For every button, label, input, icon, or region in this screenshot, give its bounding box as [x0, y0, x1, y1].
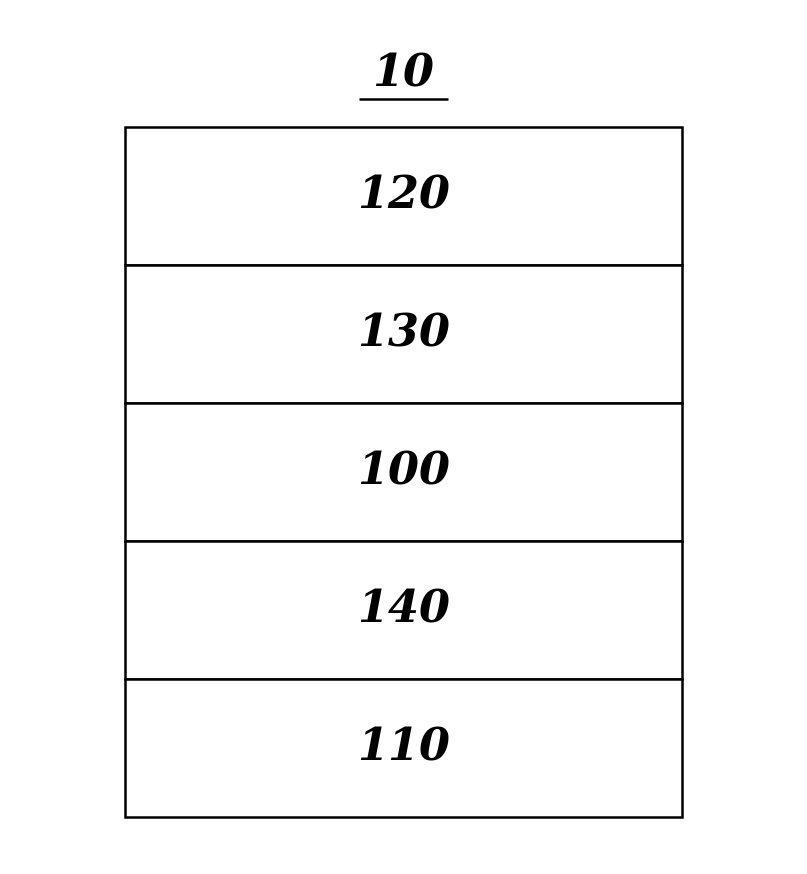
Bar	[125, 127, 682, 265]
Text: 130: 130	[357, 312, 450, 356]
Bar	[125, 403, 682, 541]
Bar	[125, 679, 682, 817]
Text: 100: 100	[357, 450, 450, 494]
Text: 140: 140	[357, 588, 450, 632]
Text: 10: 10	[373, 52, 434, 96]
Bar	[125, 265, 682, 403]
Text: 110: 110	[357, 726, 450, 770]
Bar	[125, 541, 682, 679]
Text: 120: 120	[357, 174, 450, 218]
